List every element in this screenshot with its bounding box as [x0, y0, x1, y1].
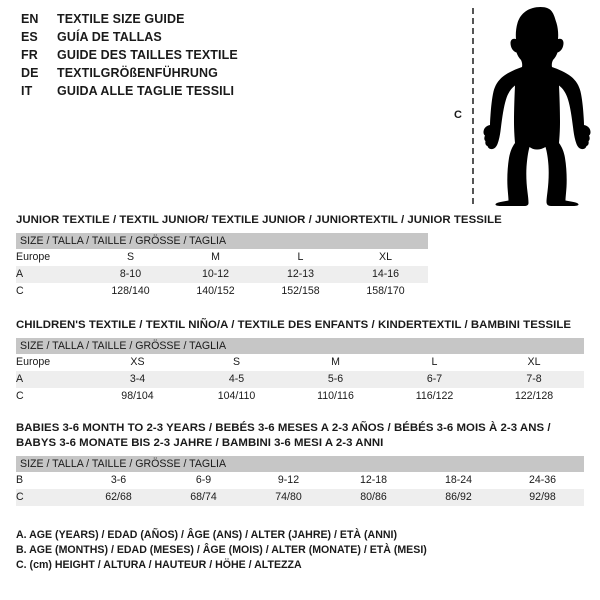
babies-size-table: SIZE / TALLA / TAILLE / GRÖSSE / TAGLIA …	[16, 456, 585, 506]
legend-line-a: A. AGE (YEARS) / EDAD (AÑOS) / ÂGE (ANS)…	[16, 529, 397, 541]
table-cell: 6-7	[385, 371, 484, 388]
toddler-silhouette-icon	[483, 7, 591, 206]
row-label: C	[16, 388, 88, 405]
row-label: Europe	[16, 354, 88, 371]
legend-line-c: C. (cm) HEIGHT / ALTURA / HAUTEUR / HÖHE…	[16, 559, 302, 571]
table-cell: M	[286, 354, 385, 371]
language-row-fr: FR GUIDE DES TAILLES TEXTILE	[21, 48, 421, 66]
language-row-de: DE TEXTILGRÖßENFÜHRUNG	[21, 66, 421, 84]
table-cell: 24-36	[501, 472, 585, 489]
table-cell: L	[258, 249, 343, 266]
height-measurement-figure: C	[440, 4, 600, 209]
table-row: A 8-10 10-12 12-13 14-16	[16, 266, 428, 283]
table-cell: 12-13	[258, 266, 343, 283]
table-cell: XS	[88, 354, 187, 371]
table-cell: 3-6	[76, 472, 161, 489]
table-row: C 98/104 104/110 110/116 116/122 122/128	[16, 388, 585, 405]
row-label: A	[16, 266, 88, 283]
language-code: ES	[21, 30, 38, 44]
table-row: A 3-4 4-5 5-6 6-7 7-8	[16, 371, 585, 388]
table-header-row: SIZE / TALLA / TAILLE / GRÖSSE / TAGLIA	[16, 338, 585, 354]
row-label: C	[16, 283, 88, 300]
table-cell: M	[173, 249, 258, 266]
table-header-row: SIZE / TALLA / TAILLE / GRÖSSE / TAGLIA	[16, 456, 585, 472]
language-code: EN	[21, 12, 39, 26]
language-title: GUIDE DES TAILLES TEXTILE	[57, 48, 238, 62]
language-title: GUÍA DE TALLAS	[57, 30, 162, 44]
table-cell: 158/170	[343, 283, 428, 300]
table-cell: 62/68	[76, 489, 161, 506]
table-cell: 12-18	[331, 472, 416, 489]
section-babies-textile: BABIES 3-6 MONTH TO 2-3 YEARS / BEBÉS 3-…	[16, 421, 585, 506]
table-cell: 122/128	[484, 388, 585, 405]
legend-block: A. AGE (YEARS) / EDAD (AÑOS) / ÂGE (ANS)…	[16, 528, 576, 573]
table-cell: 7-8	[484, 371, 585, 388]
table-header-label: SIZE / TALLA / TAILLE / GRÖSSE / TAGLIA	[16, 233, 428, 249]
language-code: FR	[21, 48, 38, 62]
table-header-label: SIZE / TALLA / TAILLE / GRÖSSE / TAGLIA	[16, 338, 585, 354]
language-title-block: EN TEXTILE SIZE GUIDE ES GUÍA DE TALLAS …	[21, 12, 421, 102]
section-title: CHILDREN'S TEXTILE / TEXTIL NIÑO/A / TEX…	[16, 319, 572, 331]
section-title-line1: BABIES 3-6 MONTH TO 2-3 YEARS / BEBÉS 3-…	[16, 422, 551, 434]
table-cell: 74/80	[246, 489, 331, 506]
legend-line-b: B. AGE (MONTHS) / EDAD (MESES) / ÂGE (MO…	[16, 544, 427, 556]
table-cell: 5-6	[286, 371, 385, 388]
table-cell: 9-12	[246, 472, 331, 489]
language-row-es: ES GUÍA DE TALLAS	[21, 30, 421, 48]
junior-size-table: SIZE / TALLA / TAILLE / GRÖSSE / TAGLIA …	[16, 233, 428, 300]
language-title: TEXTILGRÖßENFÜHRUNG	[57, 66, 218, 80]
language-title: TEXTILE SIZE GUIDE	[57, 12, 185, 26]
language-code: IT	[21, 84, 33, 98]
table-row: C 128/140 140/152 152/158 158/170	[16, 283, 428, 300]
table-cell: 10-12	[173, 266, 258, 283]
table-row: B 3-6 6-9 9-12 12-18 18-24 24-36	[16, 472, 585, 489]
table-cell: 14-16	[343, 266, 428, 283]
language-row-en: EN TEXTILE SIZE GUIDE	[21, 12, 421, 30]
table-cell: 80/86	[331, 489, 416, 506]
table-cell: 98/104	[88, 388, 187, 405]
children-size-table: SIZE / TALLA / TAILLE / GRÖSSE / TAGLIA …	[16, 338, 585, 405]
table-row: C 62/68 68/74 74/80 80/86 86/92 92/98	[16, 489, 585, 506]
table-cell: XL	[343, 249, 428, 266]
table-row: Europe XS S M L XL	[16, 354, 585, 371]
language-title: GUIDA ALLE TAGLIE TESSILI	[57, 84, 235, 98]
table-cell: 3-4	[88, 371, 187, 388]
table-cell: 104/110	[187, 388, 286, 405]
table-cell: S	[88, 249, 173, 266]
table-cell: 4-5	[187, 371, 286, 388]
table-cell: 86/92	[416, 489, 501, 506]
language-code: DE	[21, 66, 39, 80]
table-cell: 18-24	[416, 472, 501, 489]
row-label: B	[16, 472, 76, 489]
height-dashed-line	[472, 8, 474, 204]
table-header-label: SIZE / TALLA / TAILLE / GRÖSSE / TAGLIA	[16, 456, 585, 472]
table-row: Europe S M L XL	[16, 249, 428, 266]
table-cell: 152/158	[258, 283, 343, 300]
table-cell: 116/122	[385, 388, 484, 405]
table-cell: 92/98	[501, 489, 585, 506]
table-cell: XL	[484, 354, 585, 371]
table-cell: 110/116	[286, 388, 385, 405]
section-title: JUNIOR TEXTILE / TEXTIL JUNIOR/ TEXTILE …	[16, 214, 502, 226]
table-cell: L	[385, 354, 484, 371]
table-cell: 6-9	[161, 472, 246, 489]
height-marker-label: C	[454, 109, 462, 121]
section-junior-textile: JUNIOR TEXTILE / TEXTIL JUNIOR/ TEXTILE …	[16, 213, 502, 300]
row-label: Europe	[16, 249, 88, 266]
language-row-it: IT GUIDA ALLE TAGLIE TESSILI	[21, 84, 421, 102]
row-label: C	[16, 489, 76, 506]
section-children-textile: CHILDREN'S TEXTILE / TEXTIL NIÑO/A / TEX…	[16, 318, 585, 405]
table-cell: 140/152	[173, 283, 258, 300]
table-cell: 8-10	[88, 266, 173, 283]
section-title-line2: BABYS 3-6 MONATE BIS 2-3 JAHRE / BAMBINI…	[16, 437, 384, 449]
table-cell: S	[187, 354, 286, 371]
table-cell: 128/140	[88, 283, 173, 300]
table-cell: 68/74	[161, 489, 246, 506]
table-header-row: SIZE / TALLA / TAILLE / GRÖSSE / TAGLIA	[16, 233, 428, 249]
row-label: A	[16, 371, 88, 388]
